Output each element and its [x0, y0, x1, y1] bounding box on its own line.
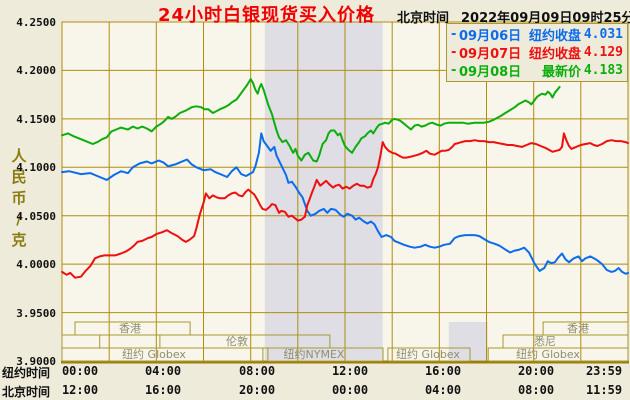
legend-row: -09月07日 纽约收盘 4.129	[451, 43, 623, 62]
series-dash-icon: -	[451, 62, 457, 78]
legend-date: 09月06日	[459, 28, 522, 44]
legend-value: 4.129	[583, 44, 623, 60]
legend-series-label: 最新价	[541, 64, 581, 80]
legend-row: -09月08日 最新价 4.183	[451, 61, 623, 80]
legend-series-label: 纽约收盘	[528, 46, 581, 62]
legend-value: 4.031	[583, 26, 623, 42]
series-dash-icon: -	[451, 26, 457, 42]
legend-date: 09月08日	[459, 64, 522, 80]
legend-series-label: 纽约收盘	[528, 28, 581, 44]
legend-date: 09月07日	[459, 46, 522, 62]
legend-row: -09月06日 纽约收盘 4.031	[451, 25, 623, 44]
series-dash-icon: -	[451, 44, 457, 60]
legend-box: -09月06日 纽约收盘 4.031-09月07日 纽约收盘 4.129-09月08日最…	[446, 23, 628, 82]
legend-value: 4.183	[583, 62, 623, 78]
